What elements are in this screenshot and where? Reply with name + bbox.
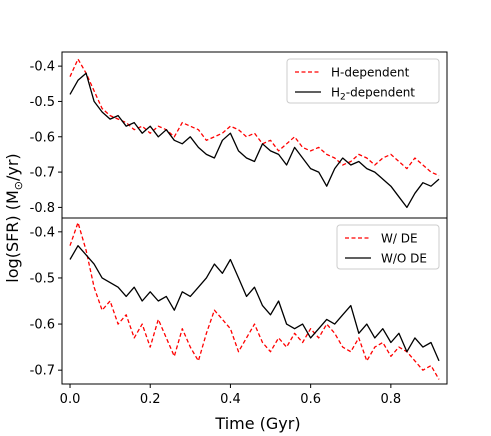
x-tick-label: 0.0 bbox=[60, 392, 81, 407]
y-tick-label: -0.8 bbox=[30, 201, 55, 216]
y-tick-label: -0.5 bbox=[30, 95, 55, 110]
series-line-b bbox=[69, 72, 440, 209]
x-tick-label: 0.8 bbox=[381, 392, 402, 407]
legend-label-main: H-dependent bbox=[331, 66, 410, 80]
series-line-a bbox=[69, 221, 440, 380]
x-axis-label: Time (Gyr) bbox=[214, 414, 300, 433]
legend-label: H-dependent bbox=[331, 66, 410, 80]
top-panel: -0.4-0.5-0.6-0.7-0.8H-dependentH2-depend… bbox=[30, 51, 448, 219]
y-axis-label: log(SFR) (M⊙/yr) bbox=[3, 153, 25, 282]
legend-label-subscript: 2 bbox=[340, 93, 346, 103]
legend-label-main: W/ DE bbox=[381, 232, 418, 246]
y-tick-label: -0.7 bbox=[30, 166, 55, 181]
legend-box bbox=[286, 58, 440, 104]
y-tick-label: -0.6 bbox=[30, 318, 55, 333]
plot-frame bbox=[61, 217, 448, 385]
x-tick-label: 0.4 bbox=[220, 392, 241, 407]
legend: W/ DE W/O DE bbox=[336, 224, 440, 270]
y-tick-label: -0.6 bbox=[30, 130, 55, 145]
legend-label-main: H bbox=[331, 86, 340, 100]
legend-label: H2-dependent bbox=[331, 86, 415, 103]
legend-label-main: W/O DE bbox=[381, 252, 427, 266]
series-line-a bbox=[69, 58, 440, 177]
y-tick-label: -0.7 bbox=[30, 364, 55, 379]
x-tick-label: 0.6 bbox=[300, 392, 321, 407]
x-tick-label: 0.2 bbox=[140, 392, 161, 407]
series-line-b bbox=[69, 245, 440, 362]
legend-label: W/ DE bbox=[381, 232, 418, 246]
y-axis-label-sun-symbol: ⊙ bbox=[12, 181, 25, 190]
bottom-panel: -0.4 -0.5 -0.6 -0.7 0.0 0.2 0.4 0.6 0.8 W/ DE W/O … bbox=[30, 217, 448, 407]
y-tick-label: -0.4 bbox=[30, 225, 55, 240]
legend-label-suffix: -dependent bbox=[346, 86, 416, 100]
y-axis-label-main: log(SFR) (M bbox=[3, 190, 22, 282]
y-axis-label-units: /yr) bbox=[3, 153, 22, 181]
y-tick-label: -0.5 bbox=[30, 271, 55, 286]
y-tick-label: -0.4 bbox=[30, 60, 55, 75]
legend-label: W/O DE bbox=[381, 252, 427, 266]
